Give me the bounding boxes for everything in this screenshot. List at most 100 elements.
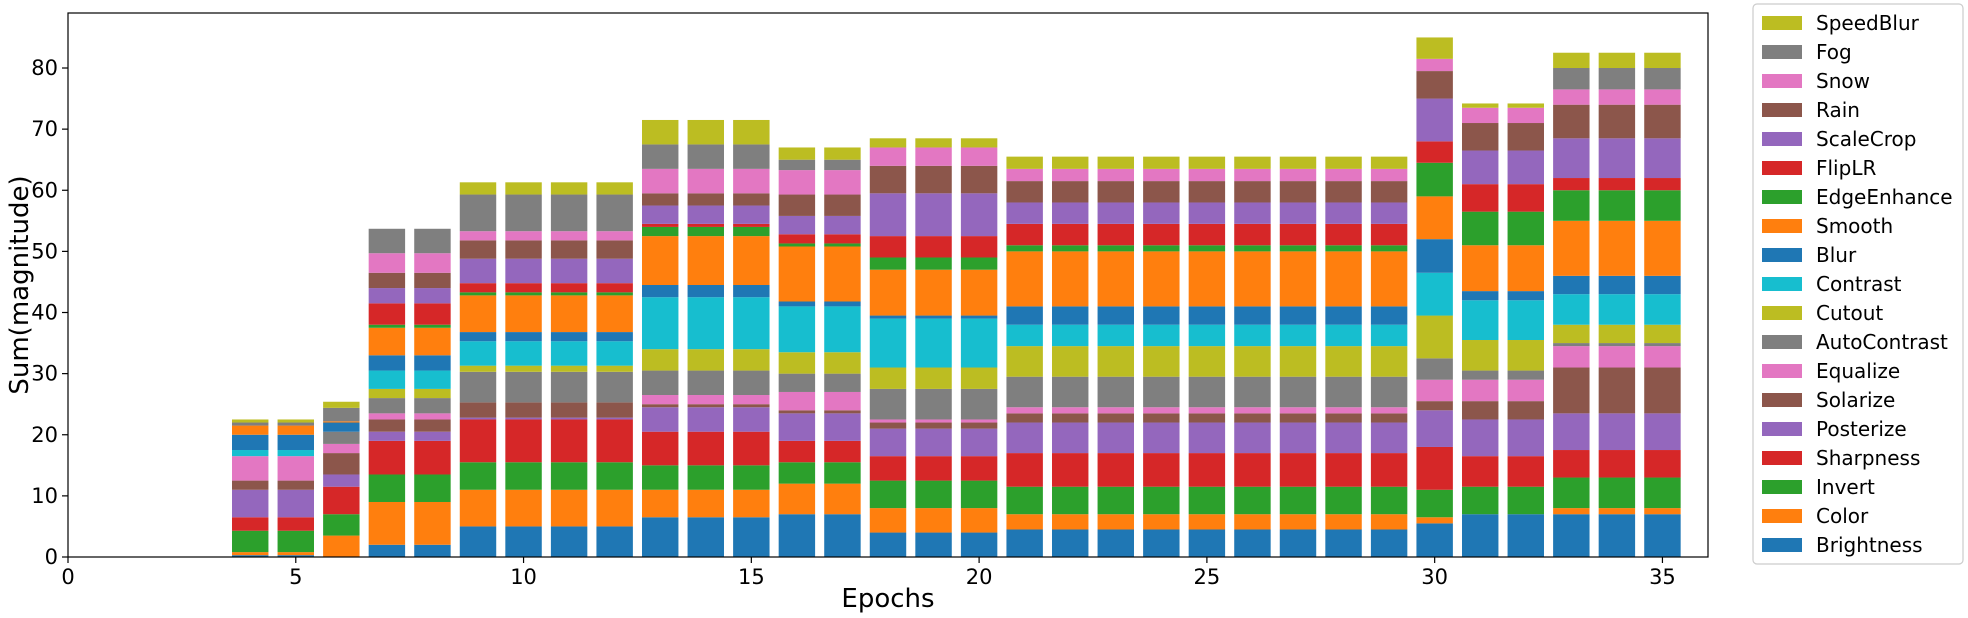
bar-segment-blur-epoch-18 xyxy=(869,315,907,319)
legend-swatch-rain xyxy=(1762,103,1802,117)
bar-segment-autocontrast-epoch-32 xyxy=(1507,370,1544,380)
bar-segment-rain-epoch-33 xyxy=(1553,104,1590,139)
legend-label-equalize: Equalize xyxy=(1816,359,1900,383)
bar-segment-cutout-epoch-33 xyxy=(1553,324,1590,344)
bar-segment-speedblur-epoch-5 xyxy=(277,419,314,423)
bar-segment-sharpness-epoch-27 xyxy=(1279,453,1317,487)
bar-segment-posterize-epoch-7 xyxy=(368,431,406,441)
bar-segment-blur-epoch-33 xyxy=(1553,275,1590,295)
bar-segment-equalize-epoch-21 xyxy=(1006,407,1043,414)
bar-segment-rain-epoch-14 xyxy=(687,193,724,206)
bar-segment-edgeenhance-epoch-27 xyxy=(1279,245,1317,252)
bar-segment-solarize-epoch-6 xyxy=(323,453,360,475)
bar-segment-posterize-epoch-5 xyxy=(277,489,314,518)
bar-segment-smooth-epoch-11 xyxy=(550,295,588,333)
bar-segment-contrast-epoch-7 xyxy=(368,370,406,389)
bar-segment-blur-epoch-5 xyxy=(277,434,314,451)
x-tick-label: 5 xyxy=(289,565,302,589)
bar-segment-brightness-epoch-21 xyxy=(1006,529,1043,557)
legend-swatch-equalize xyxy=(1762,364,1802,378)
bar-segment-blur-epoch-12 xyxy=(596,332,633,342)
bar-segment-solarize-epoch-26 xyxy=(1234,413,1271,423)
bar-segment-brightness-epoch-25 xyxy=(1188,529,1226,557)
bar-segment-posterize-epoch-8 xyxy=(414,431,451,441)
x-axis-title: Epochs xyxy=(841,584,934,614)
bar-segment-sharpness-epoch-28 xyxy=(1325,453,1362,487)
bar-segment-sharpness-epoch-17 xyxy=(824,440,861,463)
bar-segment-scalecrop-epoch-20 xyxy=(960,193,998,237)
bar-segment-solarize-epoch-4 xyxy=(232,480,269,490)
bar-segment-solarize-epoch-12 xyxy=(596,402,633,418)
bar-segment-edgeenhance-epoch-19 xyxy=(915,257,952,270)
bar-segment-cutout-epoch-19 xyxy=(915,367,952,389)
bar-segment-snow-epoch-12 xyxy=(596,231,633,241)
bar-segment-fliplr-epoch-28 xyxy=(1325,223,1362,246)
bar-segment-equalize-epoch-34 xyxy=(1598,346,1636,368)
bar-segment-fog-epoch-15 xyxy=(733,144,770,169)
bar-segment-brightness-epoch-34 xyxy=(1598,514,1636,557)
bar-segment-contrast-epoch-10 xyxy=(505,341,542,366)
bar-segment-equalize-epoch-19 xyxy=(915,419,952,423)
bar-segment-edgeenhance-epoch-7 xyxy=(368,324,406,328)
bar-segment-contrast-epoch-35 xyxy=(1644,294,1681,325)
bar-segment-solarize-epoch-18 xyxy=(869,422,907,429)
bar-segment-edgeenhance-epoch-13 xyxy=(642,226,679,237)
bar-segment-cutout-epoch-32 xyxy=(1507,340,1544,371)
bar-segment-equalize-epoch-17 xyxy=(824,391,861,411)
bar-segment-invert-epoch-16 xyxy=(778,462,816,484)
bar-segment-posterize-epoch-13 xyxy=(642,407,679,432)
bar-segment-fog-epoch-6 xyxy=(323,407,360,422)
bar-segment-equalize-epoch-4 xyxy=(232,456,269,481)
bar-segment-edgeenhance-epoch-20 xyxy=(960,257,998,270)
bar-segment-posterize-epoch-32 xyxy=(1507,419,1544,457)
bar-segment-posterize-epoch-15 xyxy=(733,407,770,432)
bar-segment-brightness-epoch-14 xyxy=(687,517,724,557)
bar-segment-scalecrop-epoch-26 xyxy=(1234,202,1271,224)
bar-segment-autocontrast-epoch-31 xyxy=(1462,370,1499,380)
bar-segment-sharpness-epoch-19 xyxy=(915,456,952,481)
bar-segment-solarize-epoch-28 xyxy=(1325,413,1362,423)
bar-segment-invert-epoch-33 xyxy=(1553,477,1590,509)
bar-segment-speedblur-epoch-12 xyxy=(596,182,633,195)
bar-segment-blur-epoch-7 xyxy=(368,355,406,371)
bar-segment-cutout-epoch-17 xyxy=(824,352,861,374)
bar-segment-edgeenhance-epoch-16 xyxy=(778,243,816,247)
bar-segment-equalize-epoch-24 xyxy=(1143,407,1180,414)
bar-segment-edgeenhance-epoch-21 xyxy=(1006,245,1043,252)
bar-segment-sharpness-epoch-5 xyxy=(277,517,314,531)
bar-segment-color-epoch-7 xyxy=(368,501,406,545)
bar-segment-invert-epoch-31 xyxy=(1462,486,1499,515)
bar-segment-solarize-epoch-34 xyxy=(1598,367,1636,414)
bar-segment-blur-epoch-27 xyxy=(1279,306,1317,325)
legend-label-color: Color xyxy=(1816,504,1869,528)
bar-segment-autocontrast-epoch-33 xyxy=(1553,343,1590,347)
bar-segment-color-epoch-19 xyxy=(915,508,952,533)
y-tick-label: 40 xyxy=(31,301,58,325)
bar-segment-posterize-epoch-30 xyxy=(1416,410,1453,447)
bar-segment-cutout-epoch-12 xyxy=(596,365,633,372)
bar-segment-rain-epoch-15 xyxy=(733,193,770,206)
bar-segment-snow-epoch-26 xyxy=(1234,168,1271,182)
bar-segment-scalecrop-epoch-14 xyxy=(687,205,724,224)
bar-segment-rain-epoch-31 xyxy=(1462,123,1499,151)
bar-segment-fog-epoch-34 xyxy=(1598,68,1636,90)
bar-segment-edgeenhance-epoch-12 xyxy=(596,292,633,296)
bar-segment-fliplr-epoch-11 xyxy=(550,283,588,293)
bar-segment-snow-epoch-16 xyxy=(778,170,816,195)
bar-segment-sharpness-epoch-22 xyxy=(1052,453,1089,487)
bar-segment-invert-epoch-4 xyxy=(232,530,269,553)
bar-segment-contrast-epoch-9 xyxy=(459,341,497,366)
bar-segment-brightness-epoch-8 xyxy=(414,544,451,557)
bar-segment-color-epoch-29 xyxy=(1370,514,1408,530)
bar-segment-fliplr-epoch-27 xyxy=(1279,223,1317,246)
legend-label-scalecrop: ScaleCrop xyxy=(1816,127,1917,151)
bar-segment-invert-epoch-20 xyxy=(960,480,998,509)
bar-segment-edgeenhance-epoch-8 xyxy=(414,324,451,328)
bar-segment-speedblur-epoch-29 xyxy=(1370,156,1408,169)
bar-segment-equalize-epoch-32 xyxy=(1507,379,1544,402)
bar-segment-invert-epoch-28 xyxy=(1325,486,1362,515)
bar-segment-cutout-epoch-15 xyxy=(733,349,770,371)
legend-swatch-scalecrop xyxy=(1762,132,1802,146)
legend-frame xyxy=(1752,3,1964,565)
bar-segment-smooth-epoch-26 xyxy=(1234,251,1271,307)
